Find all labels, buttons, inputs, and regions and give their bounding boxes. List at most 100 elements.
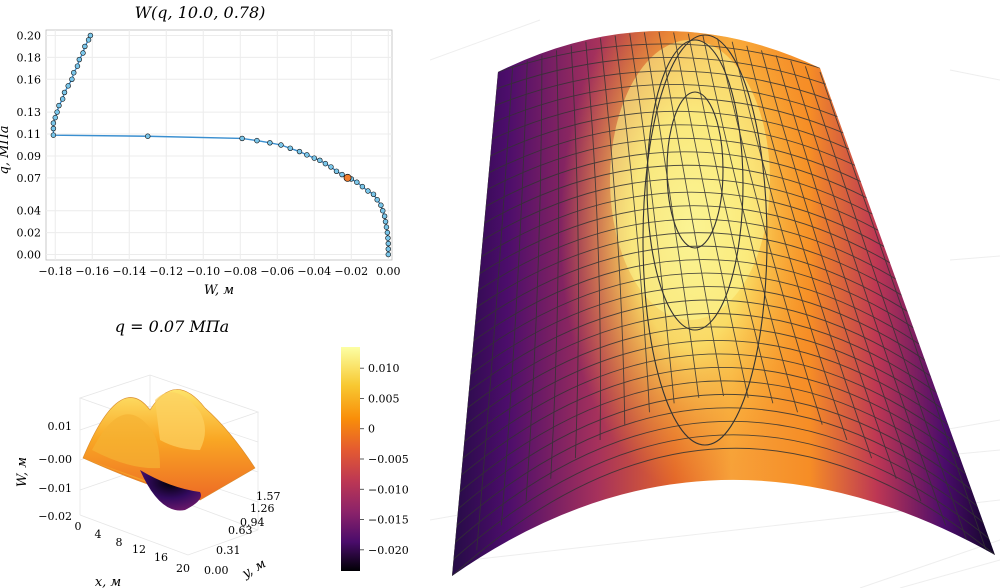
data-point bbox=[80, 50, 86, 56]
data-point bbox=[359, 183, 366, 190]
y-tick-label: 0.18 bbox=[17, 51, 42, 64]
deflection-surface bbox=[82, 389, 256, 511]
data-point bbox=[385, 235, 391, 241]
z-tick-label: −0.01 bbox=[38, 482, 72, 495]
data-point bbox=[59, 96, 66, 102]
x-tick-label: −0.18 bbox=[38, 265, 72, 278]
plot-area bbox=[45, 29, 393, 261]
data-point bbox=[384, 229, 391, 236]
y-tick-label: 0.13 bbox=[17, 106, 42, 119]
data-point bbox=[382, 218, 389, 225]
shell-surface-render bbox=[430, 19, 1000, 588]
data-point bbox=[380, 208, 386, 214]
y-tick-label: 0.11 bbox=[17, 128, 42, 141]
data-point bbox=[317, 157, 323, 164]
y-tick-label: 0.09 bbox=[17, 150, 42, 163]
data-point bbox=[65, 83, 71, 89]
z-tick-label: 0.01 bbox=[48, 420, 73, 433]
y-tick-label: 1.57 bbox=[256, 490, 281, 503]
y-tick-label: 0.94 bbox=[240, 516, 265, 529]
y-tick-label: 0.00 bbox=[204, 564, 229, 577]
colorbar-tick-label: −0.015 bbox=[368, 514, 409, 527]
shell-body bbox=[452, 30, 995, 576]
y-tick-label: 0.02 bbox=[17, 227, 42, 240]
data-point bbox=[328, 164, 334, 170]
current-load-point bbox=[343, 173, 352, 182]
colorbar-tick-label: −0.005 bbox=[368, 453, 409, 466]
y-tick-label: 0.07 bbox=[17, 172, 42, 185]
data-point bbox=[370, 191, 377, 197]
data-point bbox=[74, 63, 81, 69]
contour-lines bbox=[642, 34, 768, 446]
x-tick-labels: 0 4 8 12 16 20 bbox=[75, 520, 191, 575]
y-tick-label: 0.00 bbox=[17, 249, 42, 262]
z-axis-label: W, м bbox=[15, 457, 30, 487]
y-tick-labels: 0.00 0.02 0.04 0.07 0.09 0.11 0.13 0.16 0.18 0.20 bbox=[17, 29, 42, 261]
x-tick-label: 12 bbox=[132, 543, 146, 556]
x-tick-label: −0.02 bbox=[334, 265, 368, 278]
data-point bbox=[365, 188, 371, 194]
colorbar-tick-label: 0 bbox=[368, 423, 375, 436]
data-point bbox=[333, 168, 340, 174]
data-point bbox=[50, 120, 57, 126]
y-tick-label: 0.04 bbox=[17, 205, 42, 218]
chart-title: W(q, 10.0, 0.78) bbox=[135, 3, 266, 22]
y-tick-label: 0.63 bbox=[228, 524, 253, 537]
x-tick-label: 16 bbox=[154, 551, 168, 564]
data-point bbox=[50, 125, 57, 132]
data-point bbox=[354, 179, 360, 185]
data-point bbox=[254, 137, 260, 144]
y-axis-label: y, м bbox=[239, 556, 269, 582]
surface-title: q = 0.07 МПа bbox=[115, 317, 229, 336]
colorbar-tick-label: −0.020 bbox=[368, 544, 409, 557]
x-tick-label: 20 bbox=[176, 562, 190, 575]
data-point bbox=[383, 224, 390, 230]
grid bbox=[46, 30, 392, 260]
y-tick-label: 0.31 bbox=[216, 544, 241, 557]
surface-3d-chart: q = 0.07 МПа 0.01 −0.00 −0.01 −0.02 W, м… bbox=[15, 317, 409, 588]
data-point bbox=[50, 132, 57, 138]
x-axis-label: x, м bbox=[95, 575, 121, 588]
data-point bbox=[85, 37, 92, 43]
data-point bbox=[378, 202, 384, 208]
z-tick-labels: 0.01 −0.00 −0.01 −0.02 bbox=[38, 420, 72, 523]
data-point bbox=[71, 70, 77, 76]
z-tick-label: −0.02 bbox=[38, 510, 72, 523]
y-tick-label: 1.26 bbox=[250, 502, 275, 515]
x-tick-label: −0.08 bbox=[223, 265, 257, 278]
x-tick-label: −0.10 bbox=[186, 265, 220, 278]
x-tick-labels: −0.18 −0.16 −0.14 −0.12 −0.10 −0.08 −0.06 −0.04… bbox=[38, 265, 400, 278]
y-tick-label: 0.16 bbox=[17, 73, 42, 86]
colorbar-ticks: 0.010 0.005 0 −0.005 −0.010 −0.015 −0.020 bbox=[360, 362, 409, 557]
data-point bbox=[374, 197, 380, 203]
data-point bbox=[385, 240, 391, 247]
data-point bbox=[385, 246, 391, 252]
data-point bbox=[239, 135, 245, 142]
x-tick-label: −0.14 bbox=[112, 265, 146, 278]
x-tick-label: −0.06 bbox=[260, 265, 294, 278]
data-point bbox=[82, 43, 88, 50]
colorbar-tick-label: −0.010 bbox=[368, 483, 409, 496]
data-point bbox=[304, 152, 310, 158]
data-point bbox=[287, 145, 293, 151]
data-point bbox=[61, 89, 68, 96]
data-point bbox=[87, 32, 94, 39]
data-point bbox=[145, 133, 151, 139]
data-point bbox=[278, 142, 284, 148]
data-point bbox=[69, 76, 75, 82]
data-point bbox=[381, 213, 388, 219]
data-point bbox=[339, 171, 345, 178]
data-point bbox=[267, 140, 273, 146]
colorbar bbox=[341, 347, 360, 571]
colorbar-tick-label: 0.005 bbox=[368, 392, 400, 405]
x-tick-label: 8 bbox=[116, 536, 123, 549]
data-point bbox=[52, 114, 58, 121]
x-tick-label: 0.00 bbox=[376, 265, 401, 278]
y-tick-label: 0.20 bbox=[17, 29, 42, 42]
colorbar-tick-label: 0.010 bbox=[368, 362, 400, 375]
y-axis-label: q, МПа bbox=[0, 126, 12, 175]
series bbox=[50, 32, 391, 258]
data-point bbox=[385, 251, 391, 258]
data-point bbox=[54, 109, 60, 115]
x-axis-label: W, м bbox=[204, 283, 234, 298]
